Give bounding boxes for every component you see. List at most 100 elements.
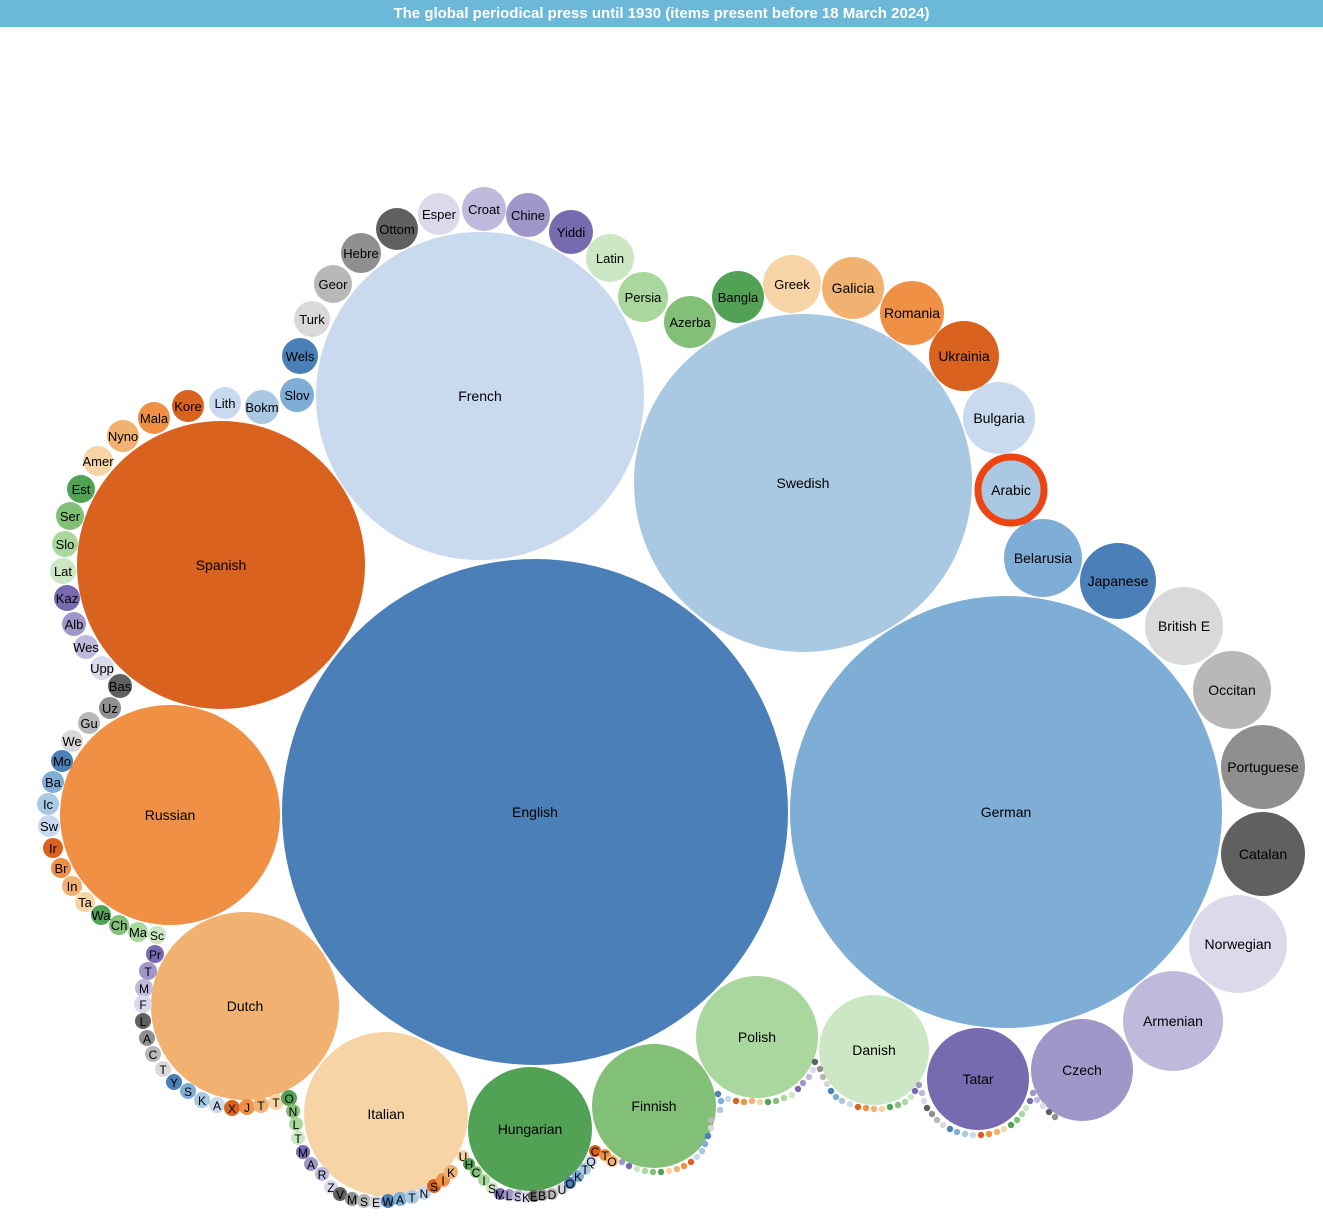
tiny-bubble[interactable] (714, 1090, 722, 1098)
bubble-est[interactable]: Est (67, 475, 95, 503)
bubble-circle-lith[interactable] (209, 387, 241, 419)
bubble-b[interactable]: B (536, 1189, 548, 1203)
bubble-t[interactable]: T (155, 1061, 171, 1077)
tiny-bubble[interactable] (701, 1140, 709, 1148)
bubble-bangla[interactable]: Bangla (712, 271, 764, 323)
bubble-circle-bulgaria[interactable] (963, 382, 1035, 454)
bubble-circle-a[interactable] (393, 1192, 407, 1206)
tiny-bubble[interactable] (816, 1065, 824, 1073)
bubble-ir[interactable]: Ir (43, 838, 63, 858)
bubble-circle-t[interactable] (139, 962, 157, 980)
bubble-circle-italian[interactable] (304, 1032, 468, 1196)
tiny-bubble[interactable] (716, 1106, 724, 1114)
bubble-circle-we[interactable] (61, 730, 83, 752)
bubble-circle-v[interactable] (333, 1187, 347, 1201)
tiny-bubble[interactable] (625, 1162, 633, 1170)
tiny-bubble[interactable] (756, 1098, 764, 1106)
bubble-british-e[interactable]: British E (1145, 587, 1223, 665)
tiny-bubble[interactable] (928, 1110, 936, 1118)
tiny-bubble[interactable] (618, 1158, 626, 1166)
tiny-bubble[interactable] (907, 1093, 915, 1101)
bubble-circle-chine[interactable] (506, 193, 550, 237)
tiny-bubble[interactable] (772, 1097, 780, 1105)
bubble-wa[interactable]: Wa (91, 905, 111, 925)
bubble-k[interactable]: K (194, 1092, 210, 1108)
bubble-circle-amer[interactable] (83, 446, 113, 476)
bubble-l[interactable]: L (135, 1013, 151, 1029)
tiny-bubble[interactable] (649, 1168, 657, 1176)
tiny-bubble[interactable] (809, 1066, 817, 1074)
bubble-circle-ottom[interactable] (376, 208, 418, 250)
bubble-circle-gu[interactable] (78, 712, 100, 734)
bubble-kore[interactable]: Kore (172, 390, 204, 422)
tiny-bubble[interactable] (939, 1121, 947, 1129)
tiny-bubble[interactable] (794, 1085, 802, 1093)
tiny-bubble[interactable] (1033, 1096, 1041, 1104)
tiny-bubble[interactable] (724, 1095, 732, 1103)
bubble-circle-wa[interactable] (91, 905, 111, 925)
bubble-galicia[interactable]: Galicia (822, 257, 884, 319)
bubble-circle-galicia[interactable] (822, 257, 884, 319)
bubble-ch[interactable]: Ch (109, 915, 129, 935)
bubble-circle-t[interactable] (253, 1097, 269, 1113)
bubble-wes[interactable]: Wes (73, 635, 99, 659)
bubble-circle-norwegian[interactable] (1189, 895, 1287, 993)
bubble-s[interactable]: S (180, 1083, 196, 1099)
tiny-bubble[interactable] (698, 1147, 706, 1155)
bubble-circle-slo[interactable] (52, 531, 78, 557)
bubble-circle-sw[interactable] (38, 815, 60, 837)
bubble-circle-bokm[interactable] (245, 390, 279, 424)
bubble-circle-t[interactable] (405, 1190, 419, 1204)
tiny-bubble[interactable] (933, 1116, 941, 1124)
bubble-t[interactable]: T (253, 1097, 269, 1113)
bubble-circle-j[interactable] (239, 1099, 255, 1115)
bubble-wels[interactable]: Wels (282, 338, 318, 374)
bubble-circle-c[interactable] (589, 1145, 601, 1157)
bubble-spanish[interactable]: Spanish (77, 421, 365, 709)
tiny-bubble[interactable] (823, 1080, 831, 1088)
bubble-e[interactable]: E (369, 1195, 383, 1210)
bubble-alb[interactable]: Alb (62, 612, 86, 636)
bubble-o[interactable]: O (606, 1155, 618, 1169)
bubble-circle-tatar[interactable] (927, 1028, 1029, 1130)
tiny-bubble[interactable] (819, 1073, 827, 1081)
bubble-m[interactable]: M (345, 1192, 359, 1207)
bubble-esper[interactable]: Esper (418, 193, 460, 235)
bubble-circle-geor[interactable] (314, 265, 352, 303)
bubble-sw[interactable]: Sw (38, 815, 60, 837)
bubble-circle-esper[interactable] (418, 193, 460, 235)
bubble-circle-o[interactable] (281, 1090, 297, 1106)
bubble-circle-f[interactable] (134, 995, 152, 1013)
bubble-finnish[interactable]: Finnish (592, 1044, 716, 1168)
bubble-y[interactable]: Y (166, 1074, 182, 1090)
bubble-circle-l[interactable] (289, 1117, 303, 1131)
bubble-circle-x[interactable] (224, 1100, 240, 1116)
bubble-mo[interactable]: Mo (51, 750, 73, 772)
tiny-bubble[interactable] (918, 1089, 926, 1097)
bubble-polish[interactable]: Polish (696, 976, 818, 1098)
bubble-circle-bas[interactable] (108, 674, 132, 698)
tiny-bubble[interactable] (805, 1073, 813, 1081)
tiny-bubble[interactable] (1045, 1108, 1053, 1116)
bubble-circle-o[interactable] (564, 1177, 576, 1189)
bubble-circle-nyno[interactable] (107, 420, 139, 452)
bubble-circle-ukrainia[interactable] (929, 321, 999, 391)
bubble-ma[interactable]: Ma (128, 922, 148, 942)
bubble-circle-est[interactable] (67, 475, 95, 503)
bubble-circle-e[interactable] (369, 1195, 383, 1209)
bubble-circle-bangla[interactable] (712, 271, 764, 323)
bubble-circle-hungarian[interactable] (468, 1067, 592, 1191)
bubble-br[interactable]: Br (51, 858, 71, 878)
bubble-persia[interactable]: Persia (618, 272, 668, 322)
bubble-turk[interactable]: Turk (294, 301, 330, 337)
bubble-circle-r[interactable] (315, 1167, 329, 1181)
bubble-bulgaria[interactable]: Bulgaria (963, 382, 1035, 454)
bubble-t[interactable]: T (139, 962, 157, 980)
bubble-circle-swedish[interactable] (634, 314, 972, 652)
tiny-bubble[interactable] (838, 1097, 846, 1105)
bubble-upp[interactable]: Upp (90, 656, 114, 680)
tiny-bubble[interactable] (993, 1128, 1001, 1136)
tiny-bubble[interactable] (886, 1103, 894, 1111)
bubble-hebre[interactable]: Hebre (341, 233, 381, 273)
bubble-a[interactable]: A (393, 1192, 407, 1207)
